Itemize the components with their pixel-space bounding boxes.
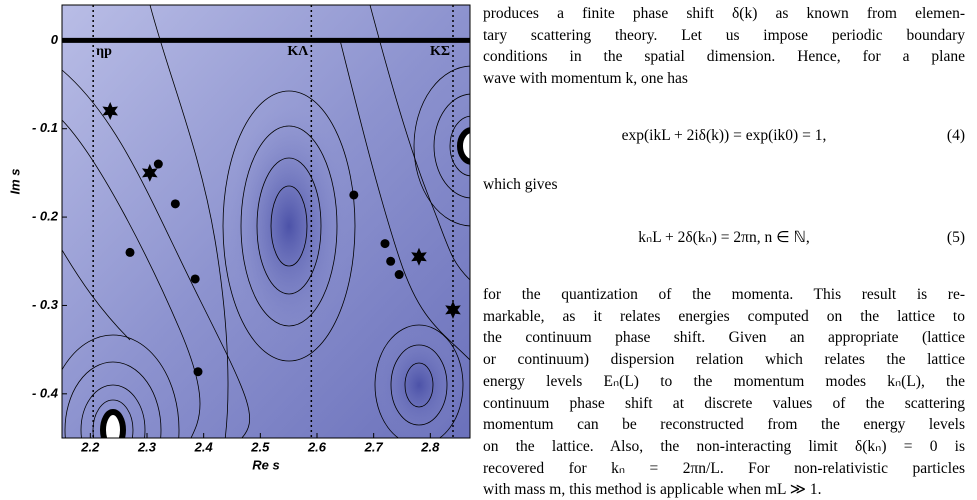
text-line: conditions in the spatial dimension. Hen… (483, 48, 965, 66)
text-line: tary scattering theory. Let us impose pe… (483, 26, 965, 44)
text-line: with mass m, this method is applicable w… (483, 481, 822, 499)
equation-number: (5) (946, 229, 965, 246)
figure: ηp KΛ KΣ 0 - 0.1 - 0.2 - 0.3 - 0.4 2.2 2.3 2.4 2.5 2… (7, 4, 471, 472)
plot-frame (61, 4, 471, 439)
threshold-label: ηp (96, 44, 112, 59)
x-tick-label: 2.5 (250, 439, 270, 454)
threshold-label: KΛ (287, 44, 308, 59)
star-point (411, 247, 427, 266)
equation: kₙL + 2δ(kₙ) = 2πn, n ∈ ℕ, (638, 229, 810, 246)
text-line: produces a finite phase shift δ(k) as kn… (483, 5, 965, 22)
dot-point (349, 190, 359, 200)
text-column: produces a finite phase shift δ(k) as kn… (483, 0, 965, 498)
dot-point (193, 367, 203, 377)
dot-point (380, 239, 390, 249)
dot-point (153, 159, 163, 169)
y-tick-label: - 0.4 (32, 385, 59, 400)
dot-point (125, 247, 135, 257)
text-line: wave with momentum k, one has (483, 70, 688, 88)
dot-point (170, 199, 180, 209)
contour-field (62, 5, 470, 438)
x-tick-label: 2.3 (137, 439, 157, 454)
x-tick-label: 2.7 (364, 439, 384, 454)
y-tick-label: 0 (51, 32, 59, 47)
x-tick-label: 2.4 (194, 439, 214, 454)
dot-point (394, 270, 404, 280)
star-point (102, 102, 118, 120)
x-tick-label: 2.6 (307, 439, 327, 454)
y-tick-label: - 0.2 (32, 209, 59, 224)
text-line: for the quantization of the momenta. Thi… (483, 286, 965, 303)
text-line: continuum phase shift at discrete values… (483, 394, 965, 412)
x-tick-label: 2.8 (420, 439, 440, 454)
dot-point (386, 256, 396, 266)
text-line: recovered for kₙ = 2πn/L. For non-relati… (483, 459, 965, 477)
y-axis-label: Im s (7, 168, 22, 194)
page: {"chart_data": {"type": "scatter", "x_la… (7, 0, 965, 499)
threshold-label: KΣ (430, 44, 450, 59)
text-line: or continuum) dispersion relation which … (483, 351, 965, 369)
star-point (142, 163, 158, 182)
x-axis-label: Re s (252, 457, 279, 472)
equation-number: (4) (946, 127, 965, 144)
text-line: on the lattice. Also, the non-interactin… (483, 437, 965, 455)
text-line: markable, as it relates energies compute… (483, 307, 965, 325)
x-tick-label: 2.2 (80, 439, 100, 454)
text-line: the continuum phase shift. Given an appr… (483, 329, 965, 347)
dot-point (190, 274, 200, 284)
y-tick-label: - 0.1 (32, 120, 58, 135)
y-tick-label: - 0.3 (32, 297, 59, 312)
equation: exp(ikL + 2iδ(k)) = exp(ik0) = 1, (621, 127, 827, 144)
text-line: energy levels Eₙ(L) to the momentum mode… (483, 372, 965, 390)
text-line: momentum can be reconstructed from the e… (483, 416, 965, 434)
text-line: which gives (483, 176, 558, 193)
star-point (445, 300, 461, 319)
